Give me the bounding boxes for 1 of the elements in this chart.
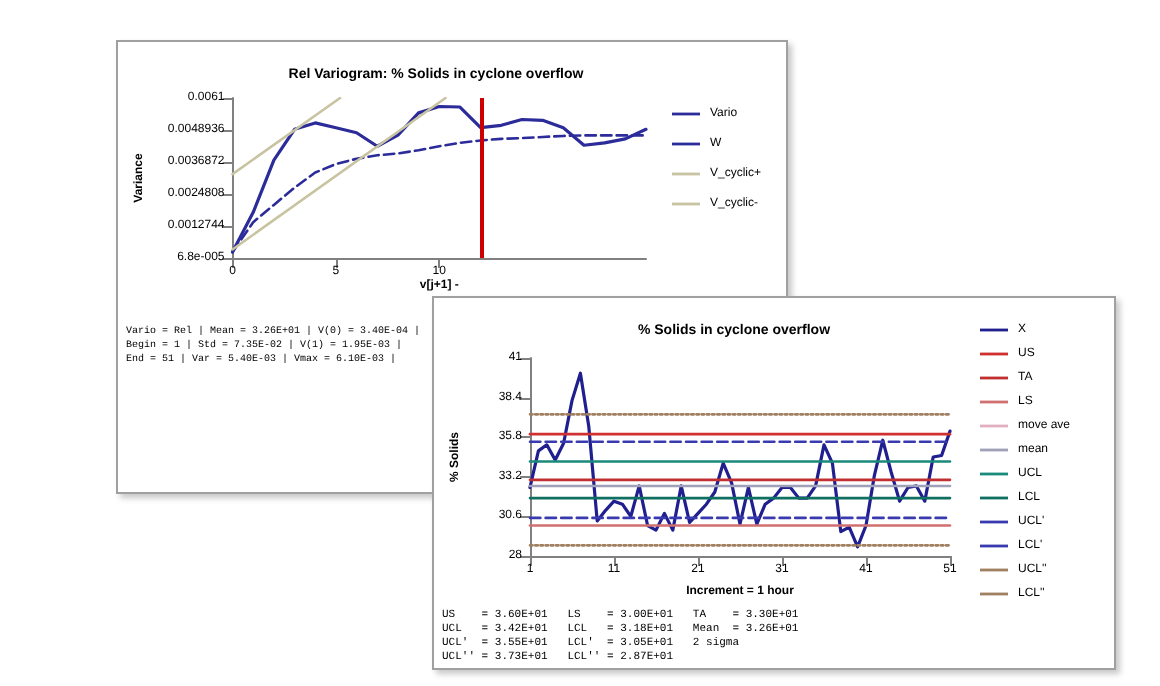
line-series	[528, 371, 952, 549]
